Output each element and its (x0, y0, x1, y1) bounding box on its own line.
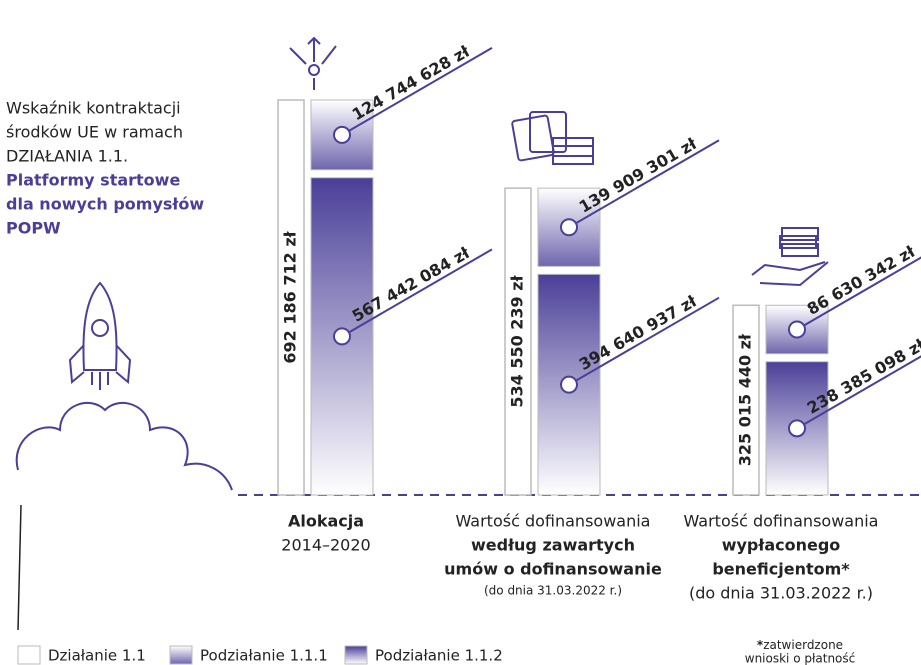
cloud (15, 401, 233, 491)
bar-total (504, 187, 532, 496)
legend-swatch (344, 645, 368, 665)
rocket-icon (68, 281, 132, 390)
marker (788, 320, 806, 339)
title-line: Wskaźnik kontraktacji (6, 99, 181, 118)
bar-bottom (310, 177, 374, 496)
category-label: Alokacja (288, 512, 364, 531)
footnote-line: wnioski o płatność (745, 652, 855, 665)
leader-line (568, 296, 720, 386)
category-label: Wartość dofinansowania (684, 512, 879, 531)
footnote-line: *zatwierdzone (757, 638, 843, 652)
category-label: Wartość dofinansowania (456, 512, 651, 531)
total-label: 534 550 239 zł (508, 274, 527, 407)
bar-top (765, 304, 829, 355)
category-label: (do dnia 31.03.2022 r.) (484, 584, 622, 598)
marker (333, 327, 351, 346)
marker (560, 218, 578, 237)
category-label: wypłaconego (722, 536, 841, 555)
legend-label: Działanie 1.1 (48, 647, 146, 665)
total-label: 692 186 712 zł (281, 230, 300, 363)
marker (333, 125, 351, 144)
leader-line (341, 248, 493, 338)
bar-total (732, 304, 760, 496)
leader-line (341, 47, 493, 136)
category-label: według zawartych (471, 536, 635, 555)
cash-icon (511, 111, 594, 165)
bar-top (537, 187, 601, 267)
bar-total (277, 99, 305, 496)
total-label: 325 015 440 zł (736, 333, 755, 466)
legend-swatch (169, 645, 193, 665)
legend-label: Podziałanie 1.1.1 (200, 647, 328, 665)
title-line: dla nowych pomysłów (6, 195, 204, 214)
hand-cash-icon (751, 227, 829, 287)
category-label: umów o dofinansowanie (444, 560, 662, 579)
value-label: 124 744 628 zł (349, 41, 474, 124)
value-label: 139 909 301 zł (576, 134, 701, 217)
arrows-icon (289, 36, 337, 90)
leader-line (796, 256, 921, 331)
marker (560, 375, 578, 394)
title-line: DZIAŁANIA 1.1. (6, 147, 128, 166)
category-label: 2014–2020 (281, 536, 370, 555)
left-rule (17, 504, 22, 631)
footnote-part: zatwierdzone (763, 638, 843, 652)
title: Wskaźnik kontraktacji środków UE w ramach… (6, 99, 204, 238)
category-label: (do dnia 31.03.2022 r.) (689, 584, 873, 603)
category-label: beneficjentom* (712, 560, 850, 579)
title-line: środków UE w ramach (6, 123, 183, 142)
value-label: 86 630 342 zł (804, 241, 919, 318)
legend-swatch (17, 645, 41, 665)
legend: Działanie 1.1 Podziałanie 1.1.1 Podziałani… (17, 645, 503, 665)
title-line: Platformy startowe (6, 171, 180, 190)
marker (788, 419, 806, 438)
legend-label: Podziałanie 1.1.2 (375, 647, 503, 665)
leader-line (796, 355, 921, 430)
leader-line (568, 139, 720, 229)
footnote-part: * (757, 638, 764, 652)
title-line: POPW (6, 219, 61, 238)
